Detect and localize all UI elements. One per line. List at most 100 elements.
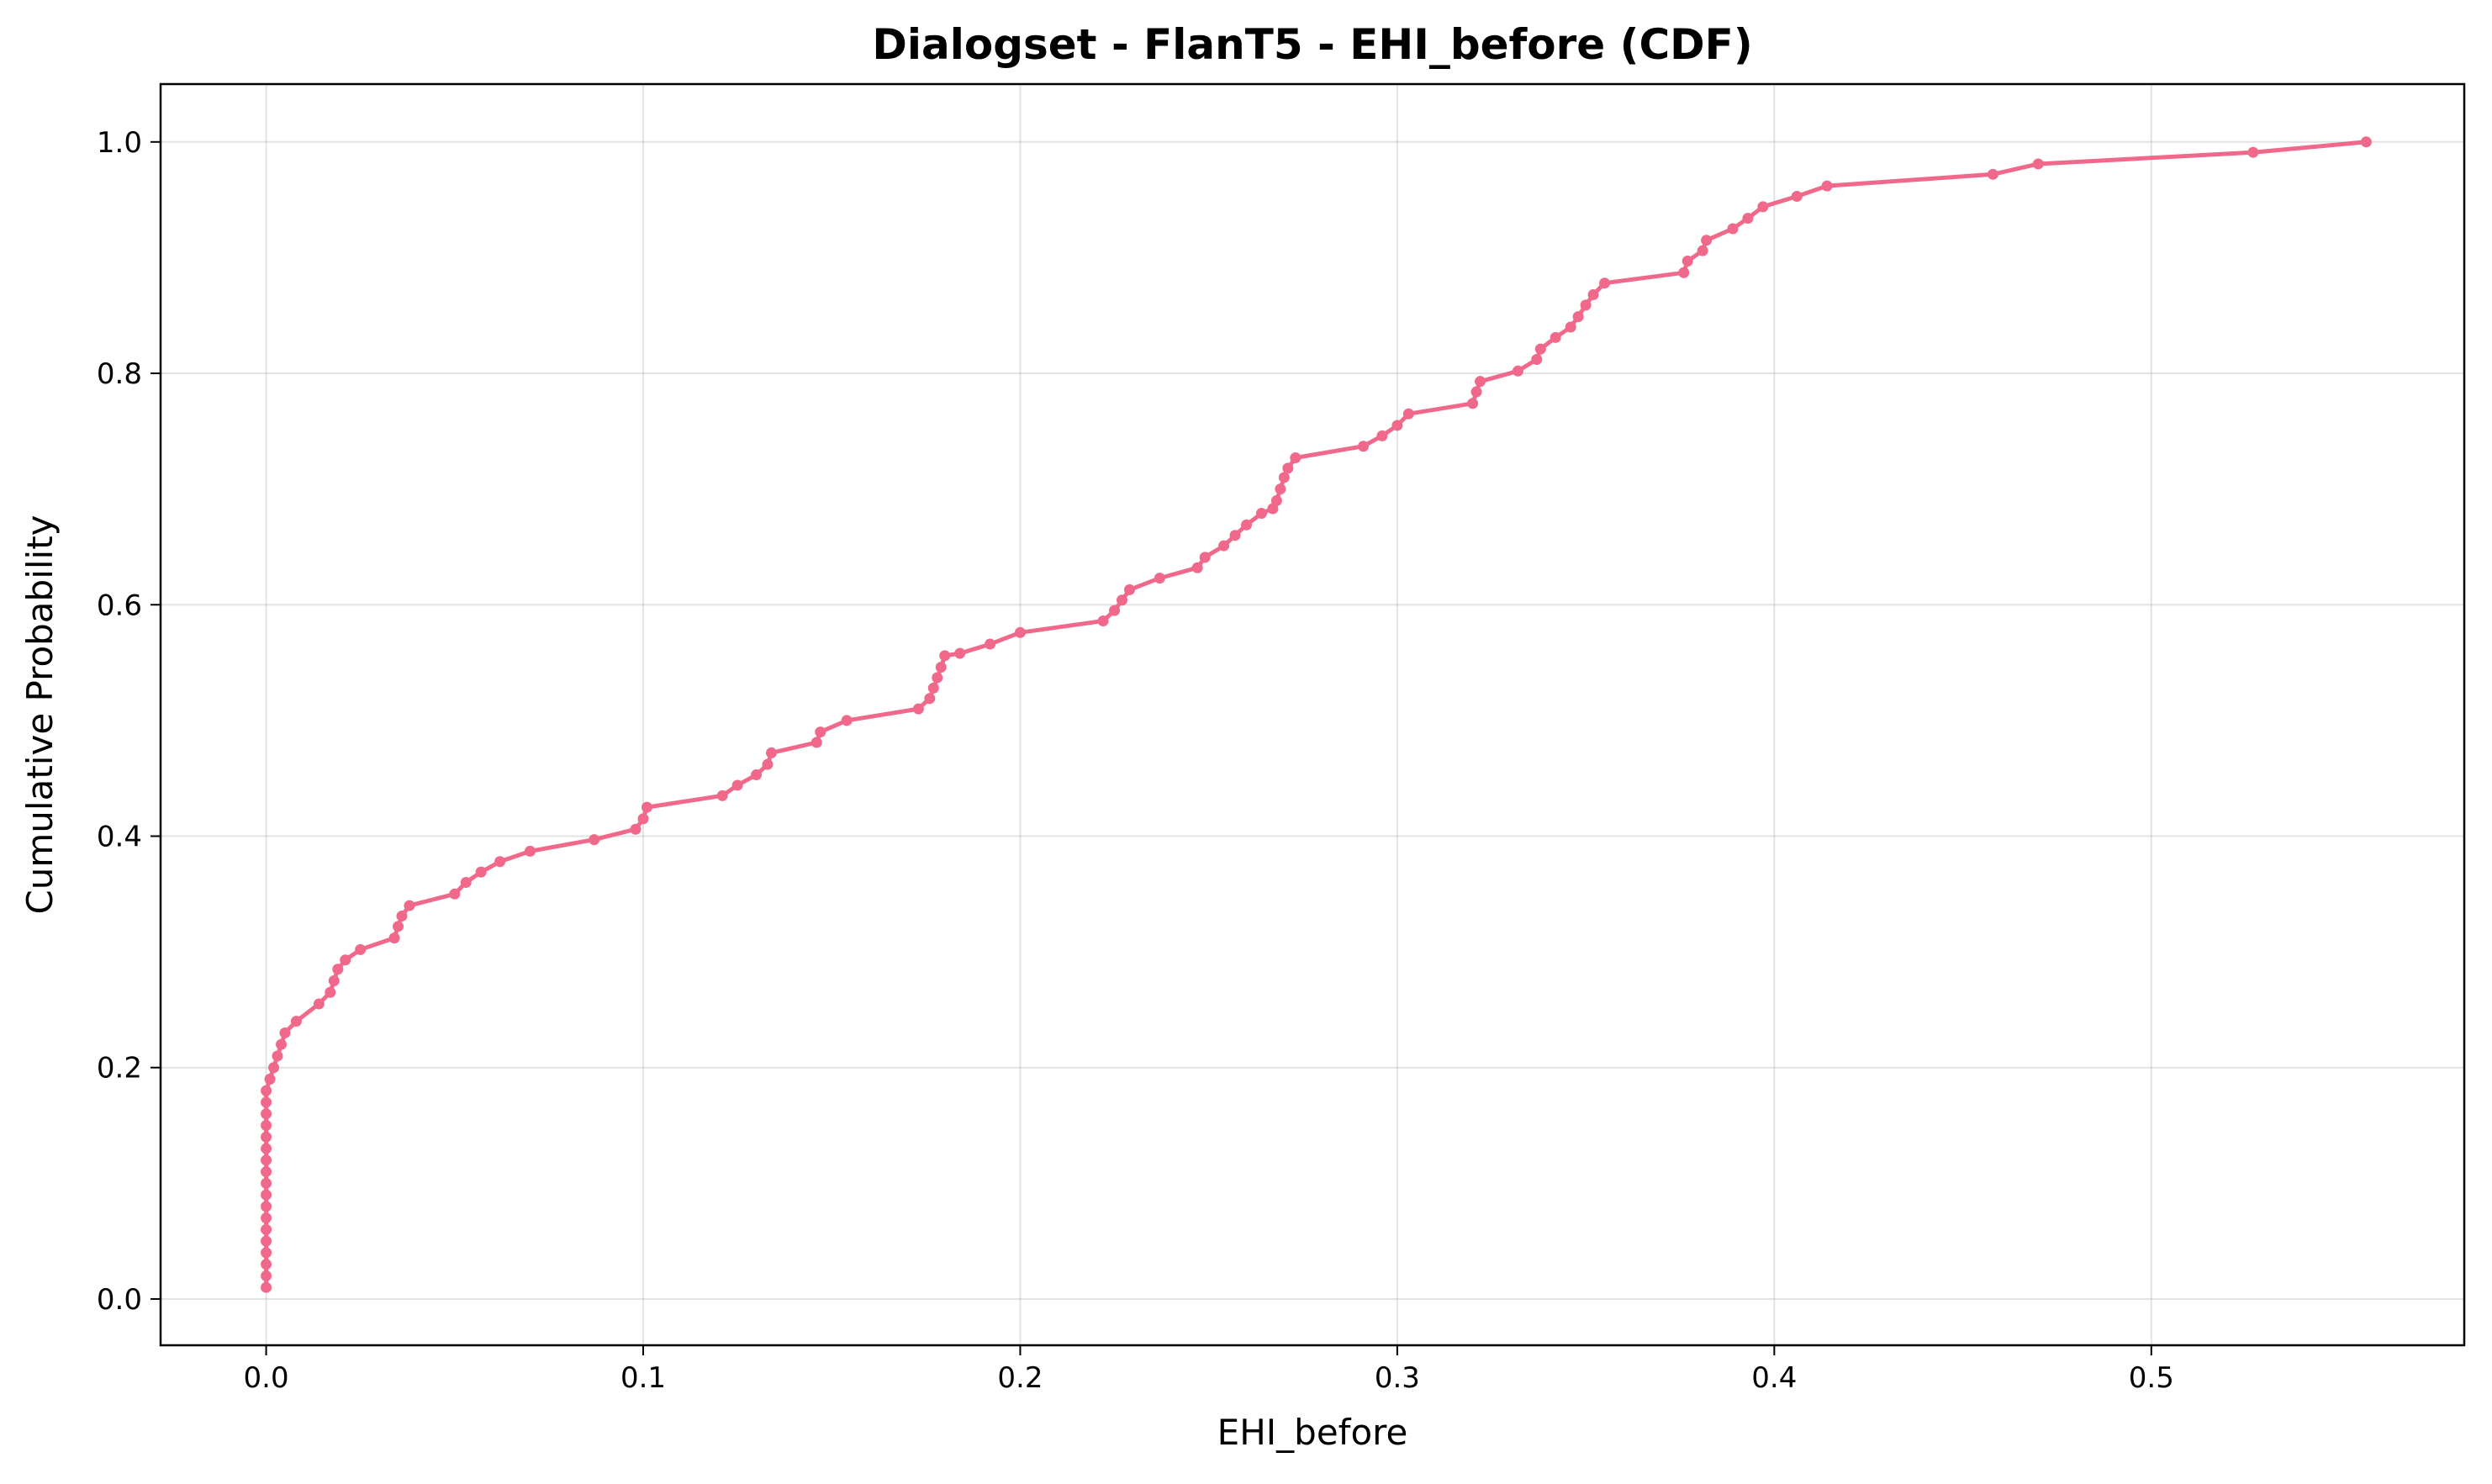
cdf-point: [268, 1062, 280, 1074]
cdf-point: [494, 856, 506, 868]
cdf-point: [1124, 584, 1136, 595]
cdf-point: [954, 647, 966, 659]
cdf-point: [630, 823, 641, 835]
y-tick-label: 0.2: [97, 1052, 142, 1085]
cdf-point: [1534, 343, 1546, 355]
x-tick-label: 0.4: [1751, 1361, 1797, 1395]
cdf-point: [475, 866, 487, 878]
cdf-point: [985, 638, 996, 650]
cdf-point: [261, 1096, 272, 1108]
cdf-point: [1282, 462, 1294, 474]
cdf-point: [641, 801, 652, 813]
cdf-point: [272, 1050, 283, 1062]
cdf-point: [313, 998, 325, 1010]
cdf-point: [261, 1166, 272, 1178]
cdf-point: [1475, 376, 1486, 388]
cdf-point: [762, 758, 773, 770]
cdf-point: [261, 1131, 272, 1143]
cdf-point: [290, 1016, 302, 1027]
cdf-point: [1587, 288, 1599, 300]
cdf-point: [731, 779, 743, 791]
cdf-point: [2032, 158, 2044, 170]
plot-area: [261, 136, 2372, 1293]
cdf-point: [1742, 213, 1754, 224]
cdf-point: [810, 737, 822, 748]
cdf-point: [1117, 594, 1128, 606]
cdf-point: [1290, 452, 1301, 463]
cdf-point: [924, 693, 936, 705]
cdf-point: [261, 1085, 272, 1096]
cdf-point: [1599, 277, 1611, 289]
cdf-point: [1580, 299, 1592, 311]
cdf-point: [1154, 573, 1165, 584]
cdf-point: [939, 650, 951, 662]
plot-frame: [159, 82, 2466, 1347]
x-tick-label: 0.3: [1375, 1361, 1420, 1395]
cdf-point: [1376, 430, 1388, 441]
cdf-point: [261, 1223, 272, 1235]
cdf-point: [279, 1027, 291, 1038]
cdf-point: [765, 747, 777, 758]
x-tick-label: 0.0: [244, 1361, 289, 1395]
cdf-point: [1697, 245, 1708, 256]
cdf-point: [815, 726, 826, 738]
cdf-point: [1791, 190, 1803, 202]
y-axis: 0.0 0.2 0.4 0.6 0.8 1.0: [97, 126, 161, 1317]
cdf-point: [927, 682, 939, 694]
cdf-point: [355, 943, 367, 955]
cdf-point: [1278, 472, 1290, 483]
cdf-point: [261, 1154, 272, 1166]
cdf-point: [841, 715, 853, 726]
cdf-point: [1191, 562, 1203, 573]
cdf-point: [261, 1247, 272, 1259]
cdf-point: [1701, 235, 1713, 246]
cdf-point: [1275, 483, 1286, 495]
cdf-line: [264, 140, 2367, 1288]
cdf-point: [388, 932, 400, 944]
cdf-point: [1682, 256, 1693, 267]
cdf-point: [1512, 365, 1523, 377]
x-axis-label: EHI_before: [1217, 1412, 1408, 1453]
cdf-point: [2247, 146, 2259, 158]
cdf-point: [716, 790, 728, 801]
cdf-point: [340, 954, 351, 966]
cdf-point: [1727, 223, 1739, 235]
cdf-point: [404, 900, 415, 911]
cdf-point: [932, 672, 943, 684]
cdf-point: [460, 877, 472, 889]
cdf-point: [1531, 354, 1543, 366]
cdf-point: [276, 1038, 288, 1050]
cdf-point: [1241, 519, 1253, 531]
cdf-point: [1199, 552, 1211, 563]
cdf-point: [1565, 321, 1576, 333]
cdf-point: [1358, 441, 1370, 452]
cdf-point: [524, 845, 536, 857]
cdf-point: [261, 1270, 272, 1281]
x-tick-label: 0.1: [620, 1361, 666, 1395]
y-tick-label: 1.0: [97, 126, 142, 160]
cdf-point: [1229, 530, 1241, 541]
cdf-point: [261, 1259, 272, 1270]
x-axis: 0.0 0.1 0.2 0.3 0.4 0.5: [244, 1345, 2174, 1395]
cdf-point: [261, 1212, 272, 1224]
cdf-point: [328, 975, 340, 987]
y-tick-label: 0.6: [97, 589, 142, 622]
cdf-point: [396, 910, 408, 922]
cdf-point: [1550, 331, 1561, 343]
cdf-point: [264, 1073, 276, 1085]
y-tick-label: 0.4: [97, 820, 142, 853]
cdf-point: [1391, 420, 1403, 431]
cdf-point: [1572, 311, 1584, 323]
cdf-point: [261, 1108, 272, 1120]
cdf-point: [261, 1120, 272, 1132]
cdf-point: [1470, 386, 1482, 398]
cdf-point: [261, 1281, 272, 1293]
cdf-point: [1270, 494, 1282, 506]
cdf-point: [1678, 267, 1690, 278]
cdf-point: [261, 1189, 272, 1201]
x-tick-label: 0.2: [997, 1361, 1043, 1395]
cdf-point: [1267, 503, 1279, 515]
cdf-point: [1821, 180, 1833, 192]
cdf-point: [1467, 398, 1479, 409]
